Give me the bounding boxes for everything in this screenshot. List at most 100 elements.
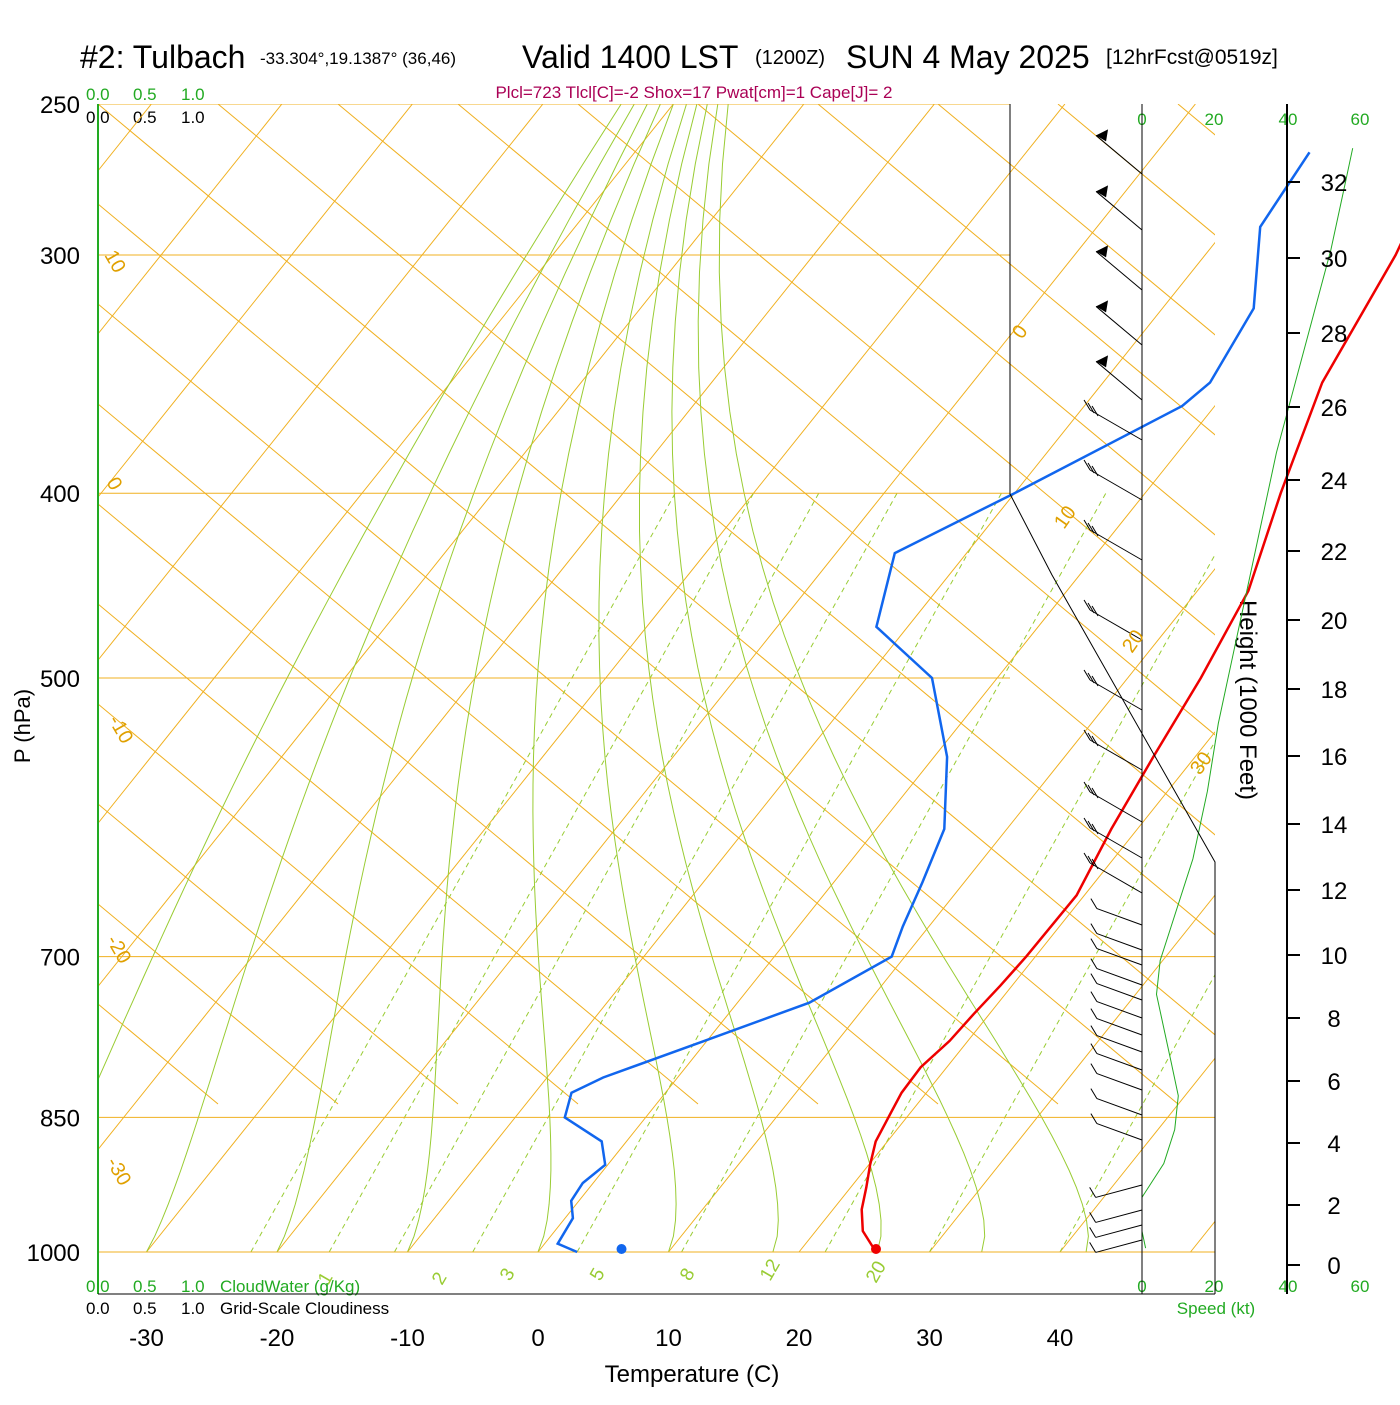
temperature-tick-label: -10	[390, 1325, 425, 1352]
bottom-cloud-label-2: 1.0	[181, 1277, 205, 1296]
dry-adiabat-line	[578, 104, 1400, 1104]
bottom-cloudiness-label-0: 0.0	[86, 1299, 110, 1318]
wind-barb-staff	[1097, 1019, 1142, 1035]
indices-line: Plcl=723 Tlcl[C]=-2 Shox=17 Pwat[cm]=1 C…	[495, 83, 892, 102]
isotherm-label: -10	[104, 712, 138, 748]
height-tick-label: 16	[1321, 744, 1348, 771]
wind-barb-feather	[1091, 992, 1097, 1002]
top-cloudiness-label-1: 0.5	[133, 108, 157, 127]
wind-barb-feather	[1091, 1114, 1097, 1124]
wind-barb	[1084, 400, 1142, 440]
wind-barb	[1084, 670, 1142, 710]
cloudiness-title: Grid-Scale Cloudiness	[220, 1299, 389, 1318]
dry-adiabat-line	[1058, 104, 1400, 1104]
wind-barb-feather	[1091, 1089, 1097, 1099]
pressure-tick-label: 850	[40, 1105, 80, 1132]
wind-barb-staff	[1097, 1054, 1142, 1070]
mixing-ratio-label: 20	[862, 1258, 891, 1287]
temperature-tick-label: -20	[260, 1325, 295, 1352]
wind-barb	[1096, 129, 1142, 174]
wind-barb-staff	[1096, 361, 1142, 400]
isotherm-label: 10	[1050, 502, 1081, 533]
wind-barb	[1084, 460, 1142, 500]
pressure-tick-label: 400	[40, 481, 80, 508]
wind-barb-feather	[1091, 959, 1097, 969]
wind-barb-staff	[1096, 1210, 1142, 1222]
isotherm-label: 20	[1118, 626, 1149, 657]
height-tick-label: 28	[1321, 321, 1348, 348]
mixing-ratio-label: 3	[496, 1265, 519, 1285]
isotherm-label: -30	[102, 1154, 136, 1190]
wind-barb-staff	[1097, 984, 1142, 1000]
wind-barb-staff	[1096, 135, 1142, 174]
surface-temperature-dot	[871, 1244, 881, 1254]
speed-bottom-tick-20: 20	[1205, 1277, 1224, 1296]
wind-barb-flag	[1096, 300, 1108, 312]
height-tick-label: 22	[1321, 539, 1348, 566]
height-tick-label: 6	[1327, 1069, 1340, 1096]
mixing-ratio-label: 2	[428, 1269, 451, 1289]
wind-barb-feather	[1091, 939, 1097, 949]
pressure-tick-label: 500	[40, 666, 80, 693]
wind-barb-staff	[1097, 1124, 1142, 1140]
height-tick-label: 2	[1327, 1193, 1340, 1220]
mixing-ratio-line	[473, 493, 897, 1252]
y-axis-title: P (hPa)	[10, 689, 35, 763]
temperature-tick-label: 20	[786, 1325, 813, 1352]
wind-barb-staff	[1096, 191, 1142, 230]
wind-barb-staff	[1097, 1074, 1142, 1090]
dry-adiabat-line	[218, 104, 1400, 1104]
dry-adiabat-line	[1298, 104, 1400, 1104]
wind-barb	[1084, 520, 1142, 560]
wind-barb	[1090, 1225, 1142, 1237]
speed-top-tick-20: 20	[1205, 110, 1224, 129]
zulu-time: (1200Z)	[755, 47, 825, 69]
isotherm-label: -20	[102, 932, 136, 968]
valid-date: SUN 4 May 2025	[846, 39, 1090, 75]
wind-barb-staff	[1097, 1002, 1142, 1018]
wind-barb-staff	[1096, 251, 1142, 290]
wind-barb-feather	[1091, 899, 1097, 909]
wind-barb-staff	[1090, 470, 1142, 500]
speed-axis-label: Speed (kt)	[1177, 1299, 1255, 1318]
pressure-tick-label: 700	[40, 945, 80, 972]
height-tick-label: 30	[1321, 246, 1348, 273]
wind-barb-staff	[1090, 740, 1142, 770]
speed-top-tick-60: 60	[1351, 110, 1370, 129]
forecast-info: [12hrFcst@0519z]	[1106, 46, 1278, 69]
isotherm-label: 10	[100, 247, 130, 277]
wind-barb-staff	[1096, 1240, 1142, 1252]
height-tick-label: 12	[1321, 878, 1348, 905]
mixing-ratio-line	[1060, 493, 1400, 1252]
wind-barb-flag	[1096, 129, 1108, 141]
temperature-tick-label: 10	[655, 1325, 682, 1352]
wind-barb	[1090, 1185, 1142, 1197]
isotherm-label: 0	[102, 474, 127, 495]
wind-barb-feather	[1090, 1227, 1096, 1237]
wind-barb-feather	[1090, 1212, 1096, 1222]
height-tick-label: 18	[1321, 677, 1348, 704]
mixing-ratio-line	[251, 493, 675, 1252]
wind-barb-staff	[1096, 1225, 1142, 1237]
mixing-ratio-line	[329, 493, 753, 1252]
wind-barb	[1091, 939, 1142, 965]
wind-barb	[1091, 1009, 1142, 1035]
wind-barb	[1091, 1089, 1142, 1115]
wind-barb-staff	[1090, 530, 1142, 560]
dry-adiabat-line	[0, 104, 578, 1104]
wind-barb-staff	[1096, 1185, 1142, 1197]
wind-barb-flag	[1096, 355, 1108, 367]
wind-barb	[1091, 1044, 1142, 1070]
temperature-tick-label: 30	[916, 1325, 943, 1352]
wind-barb-feather	[1091, 1064, 1097, 1074]
height-tick-label: 14	[1321, 812, 1348, 839]
height-tick-label: 10	[1321, 943, 1348, 970]
mixing-ratio-line	[394, 493, 818, 1252]
isotherm-label: 0	[1008, 321, 1032, 343]
isotherm-line	[1191, 104, 1400, 1252]
wind-barb	[1084, 782, 1142, 822]
wind-barb	[1090, 1240, 1142, 1252]
temperature-profile	[862, 152, 1400, 1252]
wind-barb-feather	[1090, 1242, 1096, 1252]
